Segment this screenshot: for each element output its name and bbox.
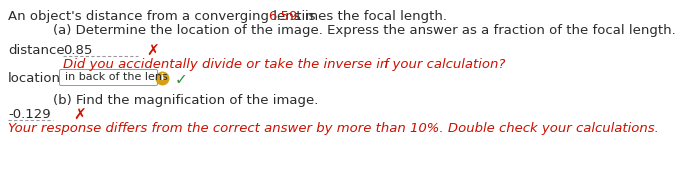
Text: in back of the lens: in back of the lens [65,72,168,82]
Text: ✗: ✗ [73,108,85,123]
Text: f: f [383,58,388,71]
Text: Your response differs from the correct answer by more than 10%. Double check you: Your response differs from the correct a… [8,122,659,135]
Text: 0.85: 0.85 [63,44,92,57]
Text: ✗: ✗ [146,44,159,59]
Text: ✓: ✓ [175,72,188,87]
Text: 6.59: 6.59 [268,10,298,23]
Text: (b) Find the magnification of the image.: (b) Find the magnification of the image. [53,94,318,107]
Text: An object's distance from a converging lens is: An object's distance from a converging l… [8,10,320,23]
FancyBboxPatch shape [60,70,158,85]
Text: -0.129: -0.129 [8,108,50,121]
Text: Did you accidentally divide or take the inverse in your calculation?: Did you accidentally divide or take the … [63,58,505,71]
Text: location: location [8,72,61,85]
Text: (a) Determine the location of the image. Express the answer as a fraction of the: (a) Determine the location of the image.… [53,24,676,37]
Text: distance: distance [8,44,64,57]
Text: i: i [160,73,164,81]
Text: times the focal length.: times the focal length. [292,10,447,23]
